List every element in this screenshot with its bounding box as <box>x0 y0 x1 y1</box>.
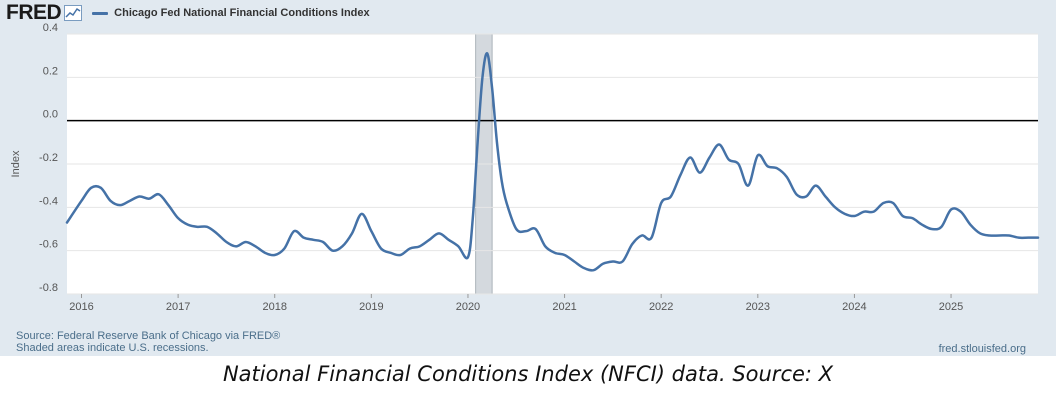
x-tick-label: 2025 <box>939 301 963 313</box>
source-note: Source: Federal Reserve Bank of Chicago … <box>16 330 281 342</box>
x-tick-label: 2016 <box>69 301 93 313</box>
figure-caption: National Financial Conditions Index (NFC… <box>222 362 834 386</box>
y-tick-label: 0.0 <box>43 109 58 121</box>
recession-note: Shaded areas indicate U.S. recessions. <box>16 342 209 354</box>
y-tick-label: 0.2 <box>43 65 58 77</box>
site-link[interactable]: fred.stlouisfed.org <box>938 343 1026 355</box>
y-tick-label: -0.4 <box>39 195 58 207</box>
legend-series-label: Chicago Fed National Financial Condition… <box>114 7 370 19</box>
line-chart-icon[interactable] <box>64 5 83 21</box>
legend-swatch <box>92 11 109 15</box>
y-tick-label: -0.6 <box>39 239 58 251</box>
x-tick-label: 2017 <box>166 301 190 313</box>
x-tick-label: 2023 <box>746 301 770 313</box>
x-tick-label: 2022 <box>649 301 673 313</box>
x-tick-label: 2024 <box>842 301 866 313</box>
chart-header: FRED Chicago Fed National Financial Cond… <box>6 2 370 24</box>
series-line-nfci <box>65 52 1040 272</box>
y-axis-ticks: 0.4 0.2 0.0 -0.2 -0.4 -0.6 -0.8 <box>39 22 58 294</box>
x-tick-label: 2019 <box>359 301 383 313</box>
x-tick-label: 2018 <box>262 301 286 313</box>
y-tick-label: -0.2 <box>39 152 58 164</box>
x-tick-label: 2021 <box>552 301 576 313</box>
x-axis-ticks: 2016 2017 2018 2019 2020 2021 2022 2023 2024 2025 <box>69 294 963 313</box>
y-tick-label: -0.8 <box>39 282 58 294</box>
fred-logo[interactable]: FRED <box>6 1 62 24</box>
chart-svg: 0.40.20.0-0.2-0.4-0.6-0.8 2016 2017 2018 20… <box>10 22 1040 313</box>
y-tick-label: 0.4 <box>43 22 58 34</box>
x-tick-label: 2020 <box>456 301 480 313</box>
y-axis-label: Index <box>10 150 22 177</box>
